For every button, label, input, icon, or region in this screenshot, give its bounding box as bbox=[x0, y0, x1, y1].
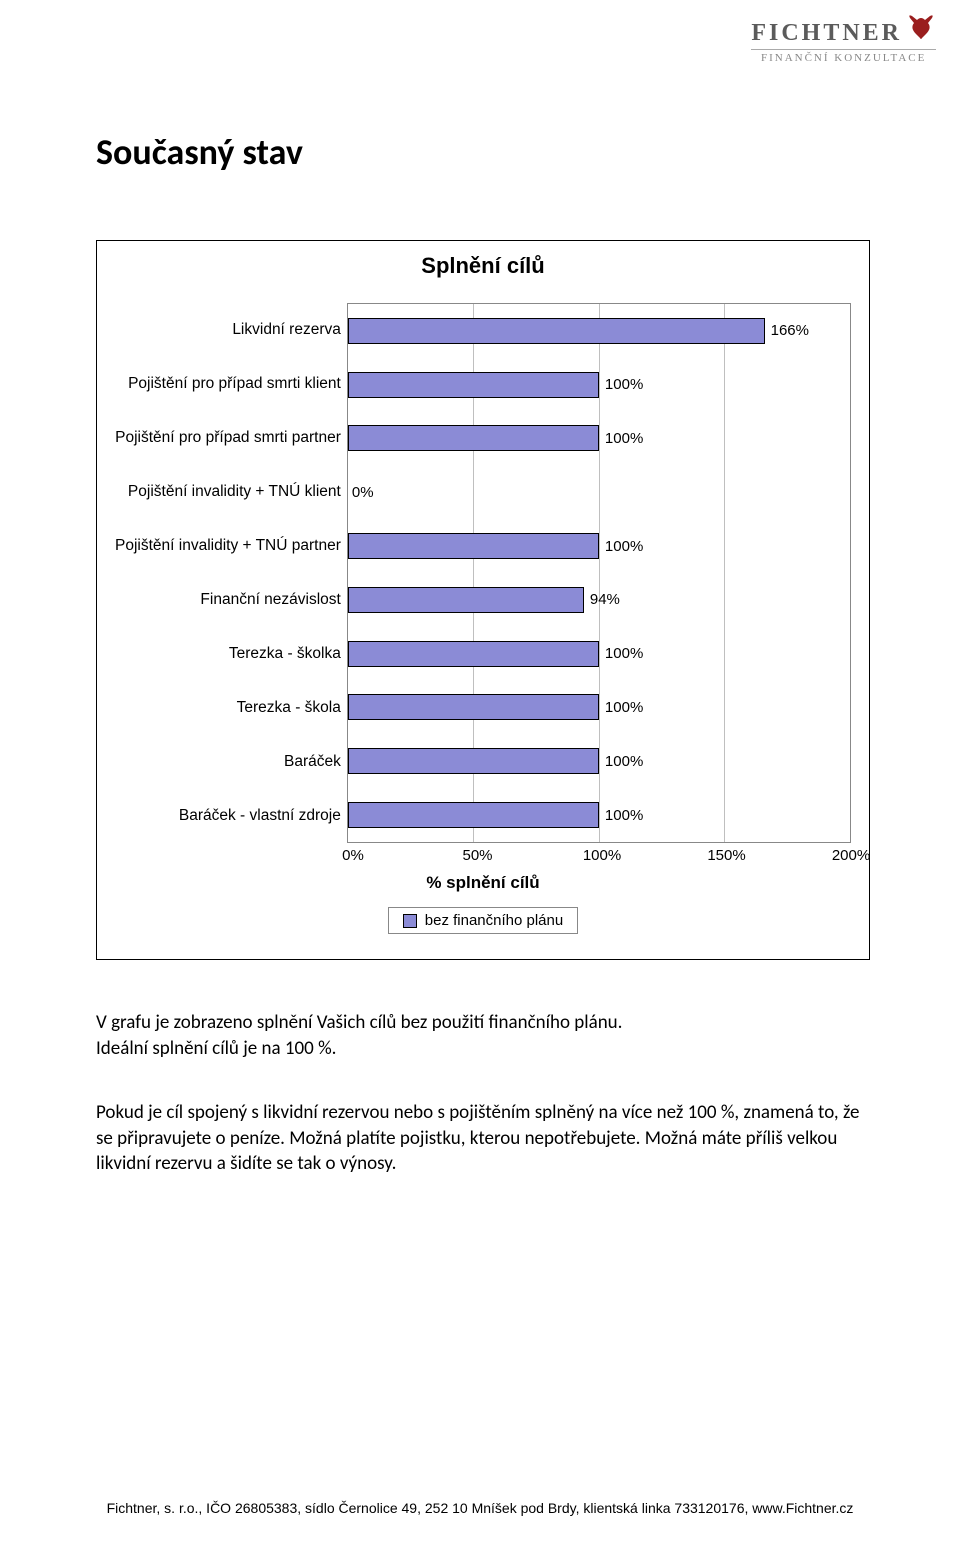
bar-value-label: 100% bbox=[605, 645, 643, 662]
y-axis-label: Pojištění pro případ smrti klient bbox=[115, 375, 341, 393]
legend: bez finančního plánu bbox=[388, 907, 578, 934]
bar-value-label: 100% bbox=[605, 376, 643, 393]
legend-label: bez finančního plánu bbox=[425, 912, 563, 929]
legend-swatch bbox=[403, 914, 417, 928]
bar-value-label: 100% bbox=[605, 699, 643, 716]
y-axis-label: Terezka - školka bbox=[115, 645, 341, 663]
y-axis-label: Baráček bbox=[115, 753, 341, 771]
y-axis-label: Likvidní rezerva bbox=[115, 321, 341, 339]
y-axis-label: Pojištění invalidity + TNÚ partner bbox=[115, 537, 341, 555]
chart-title: Splnění cílů bbox=[115, 253, 851, 279]
x-axis: 0%50%100%150%200% bbox=[353, 847, 851, 867]
page-title: Současný stav bbox=[96, 130, 303, 174]
paragraph-2: Pokud je cíl spojený s likvidní rezervou… bbox=[96, 1100, 870, 1177]
bar-slot: 0% bbox=[348, 465, 850, 519]
logo-subtitle: FINANČNÍ KONZULTACE bbox=[751, 49, 936, 64]
bar-slot: 100% bbox=[348, 627, 850, 681]
bar-slot: 100% bbox=[348, 358, 850, 412]
bar-value-label: 0% bbox=[352, 484, 374, 501]
bar-slot: 100% bbox=[348, 734, 850, 788]
bar bbox=[348, 425, 599, 451]
chart-container: Splnění cílů Likvidní rezerva Pojištění p… bbox=[96, 240, 870, 960]
y-axis-label: Finanční nezávislost bbox=[115, 591, 341, 609]
bar bbox=[348, 748, 599, 774]
bar-value-label: 94% bbox=[590, 591, 620, 608]
x-tick-label: 200% bbox=[832, 847, 870, 864]
bar bbox=[348, 641, 599, 667]
bar bbox=[348, 318, 765, 344]
bar bbox=[348, 372, 599, 398]
bar bbox=[348, 533, 599, 559]
x-tick-label: 150% bbox=[707, 847, 745, 864]
footer-text: Fichtner, s. r.o., IČO 26805383, sídlo Č… bbox=[0, 1500, 960, 1516]
y-axis-label: Baráček - vlastní zdroje bbox=[115, 807, 341, 825]
bar-value-label: 166% bbox=[771, 322, 809, 339]
bar bbox=[348, 802, 599, 828]
bar bbox=[348, 694, 599, 720]
y-axis-labels: Likvidní rezerva Pojištění pro případ smr… bbox=[115, 303, 347, 843]
bar-value-label: 100% bbox=[605, 538, 643, 555]
plot-area: 166% 100% 100% 0% 100% 94% 100% 100% 100% 100% bbox=[347, 303, 851, 843]
bar-slot: 100% bbox=[348, 788, 850, 842]
bar-value-label: 100% bbox=[605, 753, 643, 770]
bar-slot: 94% bbox=[348, 573, 850, 627]
x-tick-label: 50% bbox=[462, 847, 492, 864]
bar-slot: 100% bbox=[348, 681, 850, 735]
x-tick-label: 0% bbox=[342, 847, 364, 864]
bar-slot: 166% bbox=[348, 304, 850, 358]
y-axis-label: Pojištění pro případ smrti partner bbox=[115, 429, 341, 447]
x-tick-label: 100% bbox=[583, 847, 621, 864]
bar-value-label: 100% bbox=[605, 430, 643, 447]
x-axis-title: % splnění cílů bbox=[115, 873, 851, 893]
y-axis-label: Terezka - škola bbox=[115, 699, 341, 717]
bar-value-label: 100% bbox=[605, 807, 643, 824]
paragraph-1: V grafu je zobrazeno splnění Vašich cílů… bbox=[96, 1010, 870, 1061]
logo-block: FICHTNER FINANČNÍ KONZULTACE bbox=[751, 12, 936, 64]
bull-icon bbox=[906, 12, 936, 40]
logo-text: FICHTNER bbox=[751, 20, 902, 47]
bar-slot: 100% bbox=[348, 519, 850, 573]
bar-slot: 100% bbox=[348, 412, 850, 466]
bar bbox=[348, 587, 584, 613]
y-axis-label: Pojištění invalidity + TNÚ klient bbox=[115, 483, 341, 501]
